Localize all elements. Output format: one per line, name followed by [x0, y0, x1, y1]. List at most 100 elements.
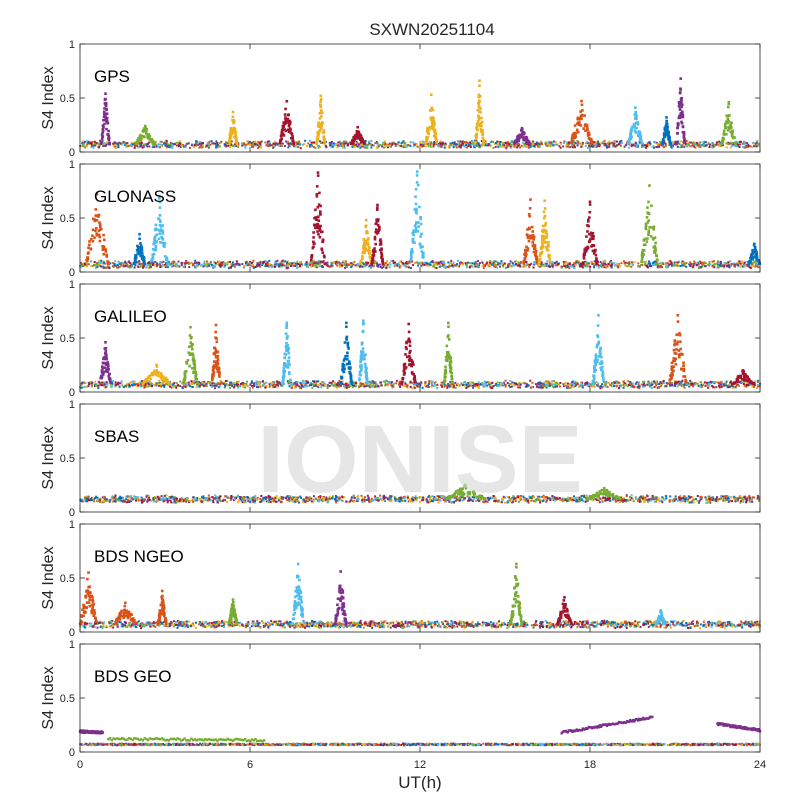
data-point — [244, 386, 246, 389]
data-point — [351, 139, 355, 143]
data-point — [542, 210, 546, 214]
data-point — [362, 145, 365, 148]
data-point — [544, 262, 547, 265]
data-point — [597, 143, 600, 145]
data-point — [414, 262, 417, 264]
data-point — [633, 129, 637, 133]
data-point — [83, 143, 86, 146]
data-point — [730, 121, 733, 124]
data-point — [207, 144, 209, 146]
data-point — [367, 144, 370, 147]
data-point — [545, 233, 549, 236]
data-point — [202, 142, 204, 145]
data-point — [634, 111, 637, 115]
series-spike-orange — [522, 198, 539, 265]
data-point — [602, 262, 605, 265]
data-point — [689, 145, 692, 148]
data-point — [631, 125, 635, 128]
data-point — [477, 144, 480, 147]
data-point — [101, 129, 105, 133]
data-point — [634, 144, 637, 147]
data-point — [429, 118, 433, 122]
data-point — [595, 264, 598, 267]
data-point — [675, 262, 678, 265]
data-point — [541, 245, 545, 249]
data-point — [654, 141, 657, 144]
data-point — [198, 382, 201, 385]
data-point — [460, 144, 463, 147]
data-point — [479, 95, 482, 98]
data-point — [485, 263, 488, 266]
data-point — [514, 140, 517, 143]
data-point — [521, 145, 524, 148]
data-point — [650, 265, 653, 268]
data-point — [282, 134, 286, 137]
data-point — [166, 266, 169, 269]
data-point — [130, 264, 133, 267]
data-point — [156, 263, 159, 266]
data-point — [188, 266, 191, 269]
data-point — [194, 143, 197, 146]
data-point — [288, 262, 291, 265]
data-point — [682, 133, 686, 136]
data-point — [148, 263, 151, 266]
data-point — [355, 143, 357, 146]
data-point — [236, 381, 239, 383]
data-point — [497, 263, 499, 266]
data-point — [473, 262, 476, 265]
data-point — [444, 266, 447, 269]
data-point — [301, 264, 304, 267]
data-point — [651, 237, 655, 240]
data-point — [676, 126, 679, 130]
data-point — [108, 267, 111, 270]
data-point — [318, 235, 322, 239]
data-point — [661, 261, 664, 264]
data-point — [618, 382, 621, 385]
data-point — [316, 226, 320, 230]
data-point — [218, 260, 220, 263]
data-point — [196, 263, 198, 266]
data-point — [623, 145, 626, 148]
data-point — [290, 136, 293, 140]
data-point — [733, 262, 736, 265]
data-point — [139, 247, 143, 251]
data-point — [252, 259, 255, 262]
data-point — [176, 141, 179, 144]
data-point — [365, 230, 369, 233]
data-point — [683, 264, 686, 267]
data-point — [580, 143, 583, 146]
data-point — [158, 206, 162, 209]
data-point — [751, 251, 755, 255]
data-point — [138, 251, 141, 255]
data-point — [268, 263, 271, 265]
data-point — [695, 142, 698, 144]
data-point — [462, 144, 465, 147]
data-point — [574, 132, 578, 135]
data-point — [157, 264, 160, 267]
data-point — [175, 386, 178, 389]
data-point — [602, 260, 605, 263]
data-point — [176, 265, 179, 268]
data-point — [711, 142, 714, 145]
data-point — [552, 264, 555, 267]
data-point — [657, 144, 660, 147]
data-point — [153, 238, 157, 241]
data-point — [140, 251, 144, 255]
data-point — [465, 146, 468, 149]
data-point — [528, 142, 532, 146]
y-tick-label: 0.5 — [60, 333, 75, 345]
data-point — [235, 382, 238, 385]
data-point — [309, 262, 312, 265]
data-point — [433, 122, 436, 125]
data-point — [169, 142, 172, 145]
data-point — [103, 112, 106, 115]
data-point — [597, 140, 599, 143]
data-point — [137, 265, 140, 268]
data-point — [95, 234, 99, 237]
data-point — [418, 146, 421, 149]
data-point — [500, 145, 503, 148]
data-point — [412, 141, 415, 144]
data-point — [420, 381, 423, 384]
data-point — [323, 141, 327, 145]
data-point — [661, 142, 664, 145]
